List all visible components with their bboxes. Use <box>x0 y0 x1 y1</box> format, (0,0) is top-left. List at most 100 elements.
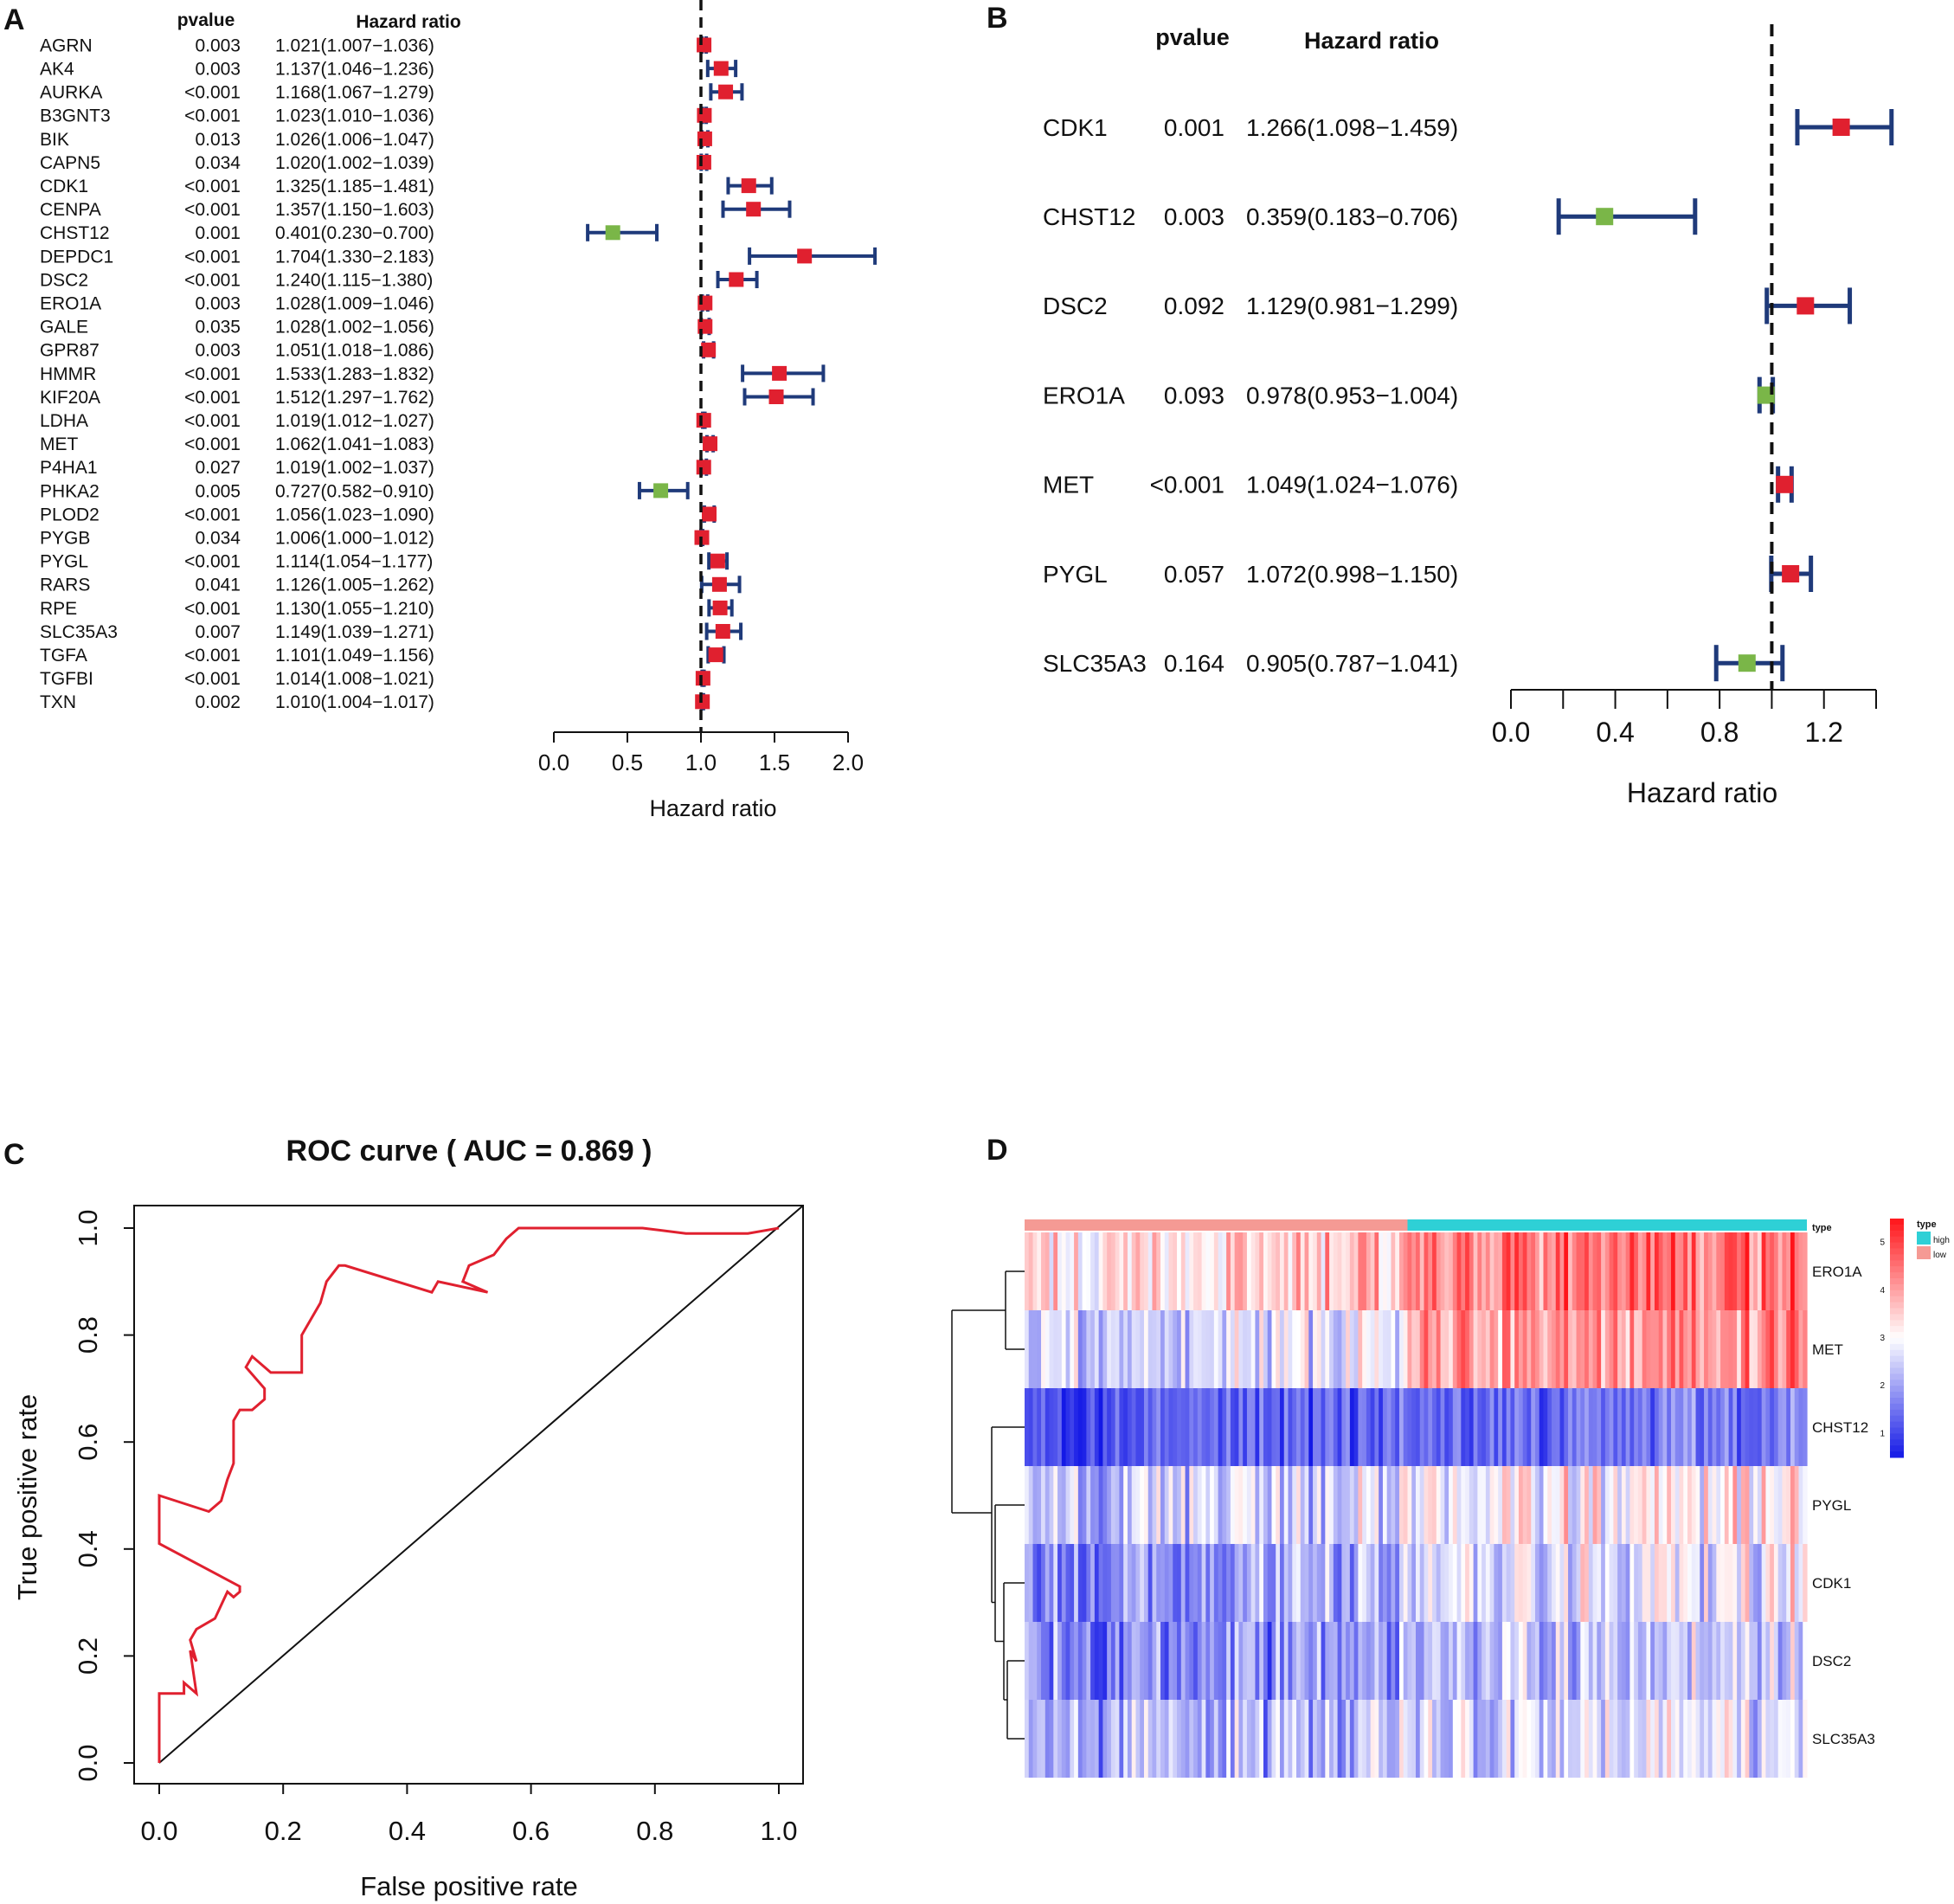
heatmap-cell <box>1654 1544 1660 1622</box>
pvalue-label: <0.001 <box>184 411 241 431</box>
heatmap-cell <box>1456 1544 1462 1622</box>
heatmap-cell <box>1070 1466 1075 1544</box>
heatmap-cell <box>1617 1232 1623 1310</box>
heatmap-cell <box>1398 1544 1404 1622</box>
heatmap-cell <box>1449 1310 1454 1388</box>
heatmap-cell <box>1552 1388 1557 1466</box>
heatmap-cell <box>1110 1700 1116 1778</box>
heatmap-cell <box>1115 1544 1121 1622</box>
heatmap-cell <box>1803 1232 1808 1310</box>
heatmap-cell <box>1667 1466 1672 1544</box>
heatmap-cell <box>1740 1622 1746 1700</box>
heatmap-cell <box>1234 1388 1240 1466</box>
heatmap-cell <box>1786 1388 1791 1466</box>
heatmap-cell <box>1053 1622 1058 1700</box>
heatmap-cell <box>1798 1700 1803 1778</box>
heatmap-cell <box>1745 1388 1750 1466</box>
heatmap-cell <box>1428 1310 1433 1388</box>
heatmap-cell <box>1197 1622 1203 1700</box>
heatmap-cell <box>1637 1544 1643 1622</box>
color-scale-step <box>1890 1439 1904 1446</box>
heatmap-cell <box>1501 1622 1507 1700</box>
heatmap-cell <box>1411 1622 1417 1700</box>
heatmap-cell <box>1135 1622 1141 1700</box>
heatmap-cell <box>1700 1466 1705 1544</box>
heatmap-cell <box>1222 1622 1227 1700</box>
heatmap-cell <box>1786 1310 1791 1388</box>
heatmap-cell <box>1082 1466 1087 1544</box>
heatmap-cell <box>1601 1232 1606 1310</box>
hr-point <box>1832 119 1850 136</box>
heatmap-cell <box>1115 1622 1121 1700</box>
heatmap-cell <box>1576 1310 1581 1388</box>
y-tick-label: 0.2 <box>73 1637 103 1675</box>
heatmap-cell <box>1732 1466 1738 1544</box>
color-scale-step <box>1890 1302 1904 1309</box>
heatmap-cell <box>1283 1310 1289 1388</box>
heatmap-cell <box>1160 1232 1166 1310</box>
heatmap-cell <box>1700 1232 1705 1310</box>
heatmap-cell <box>1773 1700 1779 1778</box>
heatmap-cell <box>1164 1622 1170 1700</box>
heatmap-cell <box>1407 1310 1412 1388</box>
heatmap-cell <box>1061 1388 1067 1466</box>
heatmap-cell <box>1552 1232 1557 1310</box>
heatmap-cell <box>1506 1232 1512 1310</box>
heatmap-cell <box>1156 1232 1161 1310</box>
heatmap-cell <box>1465 1310 1470 1388</box>
heatmap-cell <box>1316 1700 1322 1778</box>
heatmap-cell <box>1271 1466 1276 1544</box>
heatmap-cell <box>1098 1388 1103 1466</box>
heatmap-cell <box>1077 1622 1083 1700</box>
heatmap-cell <box>1518 1232 1524 1310</box>
heatmap-cell <box>1552 1310 1557 1388</box>
heatmap-cell <box>1201 1388 1206 1466</box>
heatmap-cell <box>1604 1388 1610 1466</box>
heatmap-cell <box>1358 1544 1363 1622</box>
heatmap-cell <box>1386 1700 1392 1778</box>
heatmap-cell <box>1465 1622 1470 1700</box>
heatmap-cell <box>1267 1232 1273 1310</box>
heatmap-cell <box>1160 1310 1166 1388</box>
heatmap-cell <box>1534 1466 1540 1544</box>
heatmap-cell <box>1461 1622 1466 1700</box>
heatmap-cell <box>1173 1388 1178 1466</box>
heatmap-cell <box>1588 1700 1594 1778</box>
heatmap-cell <box>1798 1466 1803 1544</box>
heatmap-cell <box>1263 1544 1269 1622</box>
legend-type-title: type <box>1917 1219 1937 1230</box>
heatmap-cell <box>1597 1232 1602 1310</box>
heatmap-cell <box>1597 1466 1602 1544</box>
heatmap-cell <box>1407 1700 1412 1778</box>
heatmap-cell <box>1428 1700 1433 1778</box>
heatmap-cell <box>1564 1544 1569 1622</box>
heatmap-cell <box>1391 1622 1396 1700</box>
heatmap-cell <box>1650 1622 1655 1700</box>
heatmap-cell <box>1143 1232 1149 1310</box>
heatmap-cell <box>1271 1544 1276 1622</box>
heatmap-cell <box>1646 1622 1651 1700</box>
heatmap-cell <box>1185 1232 1190 1310</box>
heatmap-cell <box>1704 1388 1709 1466</box>
heatmap-cell <box>1222 1232 1227 1310</box>
hr-header: Hazard ratio <box>356 12 460 32</box>
heatmap-cell <box>1115 1700 1121 1778</box>
heatmap-cell <box>1329 1232 1334 1310</box>
heatmap-cell <box>1650 1544 1655 1622</box>
heatmap-cell <box>1292 1466 1297 1544</box>
heatmap-cell <box>1716 1232 1721 1310</box>
heatmap-cell <box>1716 1544 1721 1622</box>
heatmap-cell <box>1745 1700 1750 1778</box>
heatmap-cell <box>1177 1388 1182 1466</box>
heatmap-cell <box>1580 1310 1585 1388</box>
heatmap-cell <box>1210 1466 1215 1544</box>
heatmap-cell <box>1391 1232 1396 1310</box>
heatmap-cell <box>1395 1700 1400 1778</box>
heatmap-cell <box>1765 1232 1771 1310</box>
heatmap-cell <box>1555 1466 1561 1544</box>
heatmap-cell <box>1416 1466 1421 1544</box>
heatmap-cell <box>1621 1388 1627 1466</box>
heatmap-cell <box>1625 1544 1631 1622</box>
heatmap-cell <box>1238 1310 1244 1388</box>
heatmap-cell <box>1720 1622 1726 1700</box>
